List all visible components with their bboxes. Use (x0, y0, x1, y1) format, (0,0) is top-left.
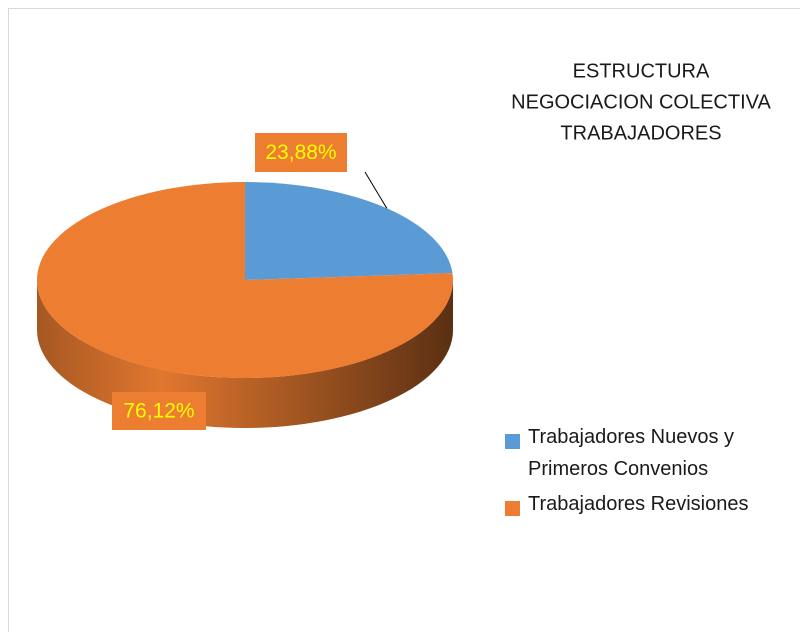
data-label-box (255, 133, 347, 172)
chart-title: NEGOCIACION COLECTIVA (511, 91, 771, 113)
chart-title: ESTRUCTURA (573, 60, 710, 82)
leader-line (364, 171, 388, 209)
data-label: 76,12% (123, 400, 194, 423)
data-label-box (112, 392, 206, 430)
chart-title: TRABAJADORES (560, 122, 721, 144)
legend-swatch (505, 434, 520, 449)
legend-swatch (505, 501, 520, 516)
pie-slice (245, 182, 453, 280)
legend-label: Trabajadores Nuevos y Primeros Convenios (528, 426, 735, 480)
legend-item: Trabajadores Nuevos y Primeros Convenios (505, 426, 793, 485)
pie-slice (37, 182, 454, 378)
data-label: 23,88% (265, 141, 336, 164)
side-shading (37, 280, 453, 428)
legend-label: Trabajadores Revisiones (528, 493, 749, 515)
legend-item: Trabajadores Revisiones (505, 493, 793, 520)
chart-border (8, 8, 800, 632)
